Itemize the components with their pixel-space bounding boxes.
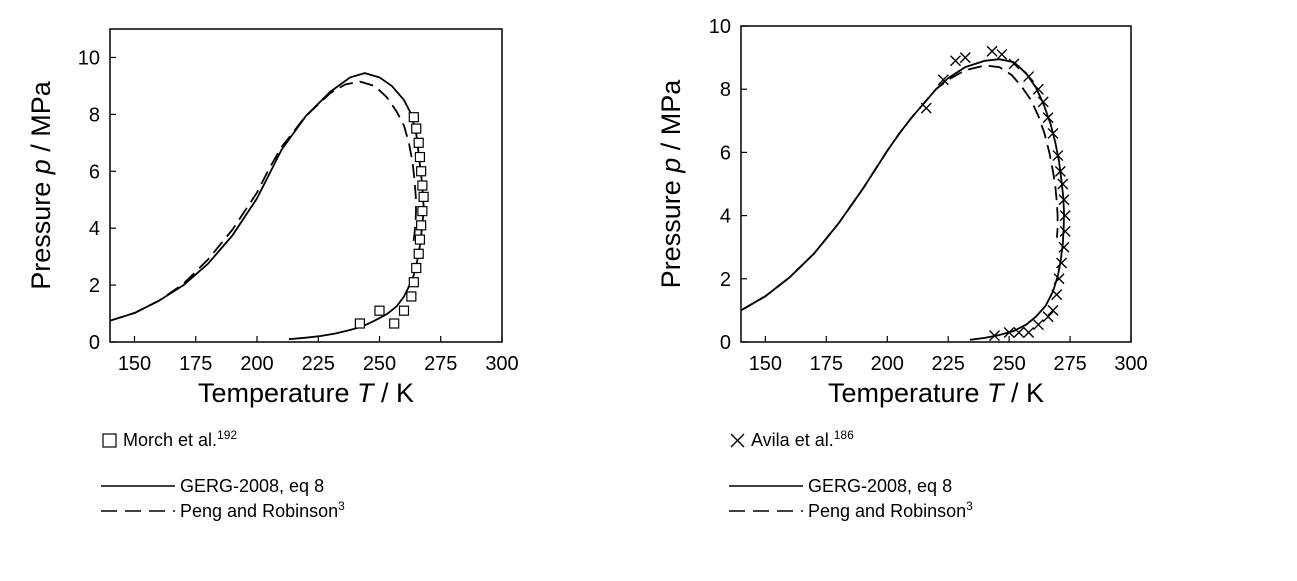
y-tick-label: 0	[89, 332, 100, 354]
data-point	[417, 180, 428, 191]
data-point	[374, 305, 385, 316]
x-tick-label: 250	[363, 353, 396, 375]
y-tick-label: 10	[709, 16, 731, 38]
data-point	[1003, 327, 1015, 339]
data-point	[950, 55, 961, 67]
x-axis-label: Temperature T / K	[198, 378, 414, 408]
data-point	[1051, 289, 1063, 301]
x-tick-label: 275	[1053, 353, 1086, 375]
data-point	[1059, 225, 1071, 237]
legend-data-label: Avila et al.186	[751, 428, 854, 450]
data-point	[408, 112, 419, 123]
y-tick-label: 2	[720, 269, 731, 291]
data-point	[920, 102, 932, 114]
legend-dashed-label: Peng and Robinson3	[808, 499, 973, 521]
legend-solid-label: GERG-2008, eq 8	[180, 476, 324, 496]
x-tick-label: 275	[424, 353, 457, 375]
y-tick-label: 4	[89, 218, 100, 240]
x-tick-label: 225	[932, 353, 965, 375]
data-point	[1042, 112, 1054, 124]
y-tick-label: 2	[89, 275, 100, 297]
data-point	[986, 45, 998, 57]
y-tick-label: 0	[720, 332, 731, 354]
data-point	[1032, 83, 1044, 95]
y-tick-label: 10	[78, 47, 100, 69]
data-point	[1058, 241, 1070, 253]
data-point	[416, 166, 427, 177]
x-tick-label: 175	[810, 353, 843, 375]
data-point	[1053, 273, 1065, 285]
data-point	[1059, 210, 1071, 222]
data-point	[418, 191, 429, 202]
x-tick-label: 250	[992, 353, 1025, 375]
data-point	[1032, 319, 1044, 331]
data-point	[1023, 71, 1035, 83]
data-point	[1058, 194, 1070, 206]
data-point	[416, 220, 427, 231]
solid-curve-series	[740, 58, 1065, 341]
data-point	[937, 74, 949, 86]
right-chart-panel: 150 175 200 225 250 275 300 0 2 4 6 8 10 Temperature …	[656, 16, 1148, 521]
legend-data-label: Morch et al.192	[123, 428, 237, 450]
data-point	[408, 277, 419, 288]
x-axis-label: Temperature T / K	[828, 378, 1044, 408]
data-point	[1047, 304, 1059, 316]
plot-frame	[740, 25, 1132, 343]
data-point	[354, 318, 365, 329]
x-tick-label: 225	[302, 353, 335, 375]
data-point	[959, 52, 971, 64]
data-point	[414, 151, 426, 163]
data-point	[411, 262, 422, 274]
legend-cross-marker	[730, 433, 745, 448]
y-tick-label: 6	[89, 161, 100, 183]
data-point	[1057, 178, 1069, 190]
data-point	[417, 206, 428, 217]
data-point	[989, 330, 1000, 342]
x-tick-label: 300	[485, 353, 518, 375]
data-point	[413, 248, 424, 259]
data-point	[1052, 150, 1064, 162]
data-point	[1037, 96, 1049, 108]
data-point	[389, 318, 400, 329]
data-point	[1042, 311, 1054, 323]
x-tick-label: 150	[118, 353, 151, 375]
dashed-curve-series	[740, 64, 1059, 312]
y-tick-label: 8	[720, 79, 731, 101]
legend-square-marker	[102, 433, 117, 448]
y-tick-label: 8	[89, 104, 100, 126]
data-point	[398, 305, 410, 316]
data-point	[996, 48, 1008, 60]
data-point	[406, 291, 417, 302]
data-point	[413, 137, 424, 148]
data-point	[1013, 327, 1025, 339]
data-point	[1054, 165, 1066, 177]
y-axis-label: Pressure p / MPa	[656, 79, 686, 289]
x-tick-label: 200	[240, 353, 273, 375]
solid-curve-series	[109, 72, 425, 341]
data-point	[1008, 58, 1020, 70]
x-tick-label: 300	[1114, 353, 1147, 375]
x-tick-label: 200	[871, 353, 904, 375]
x-tick-label: 175	[179, 353, 212, 375]
x-tick-label: 150	[749, 353, 782, 375]
data-point	[1056, 257, 1068, 269]
y-axis-label: Pressure p / MPa	[26, 80, 56, 290]
legend-dashed-label: Peng and Robinson3	[180, 499, 345, 521]
left-chart-panel: 150 175 200 225 250 275 300 0 2 4 6 8 10 Temperature …	[26, 28, 519, 521]
plot-frame	[109, 28, 503, 343]
data-point	[1047, 127, 1059, 139]
data-point	[411, 123, 422, 134]
data-point	[1023, 327, 1035, 339]
legend-solid-label: GERG-2008, eq 8	[808, 476, 952, 496]
dashed-curve-series	[109, 80, 417, 322]
data-point	[414, 234, 426, 245]
y-tick-label: 4	[720, 206, 731, 228]
y-tick-label: 6	[720, 142, 731, 164]
